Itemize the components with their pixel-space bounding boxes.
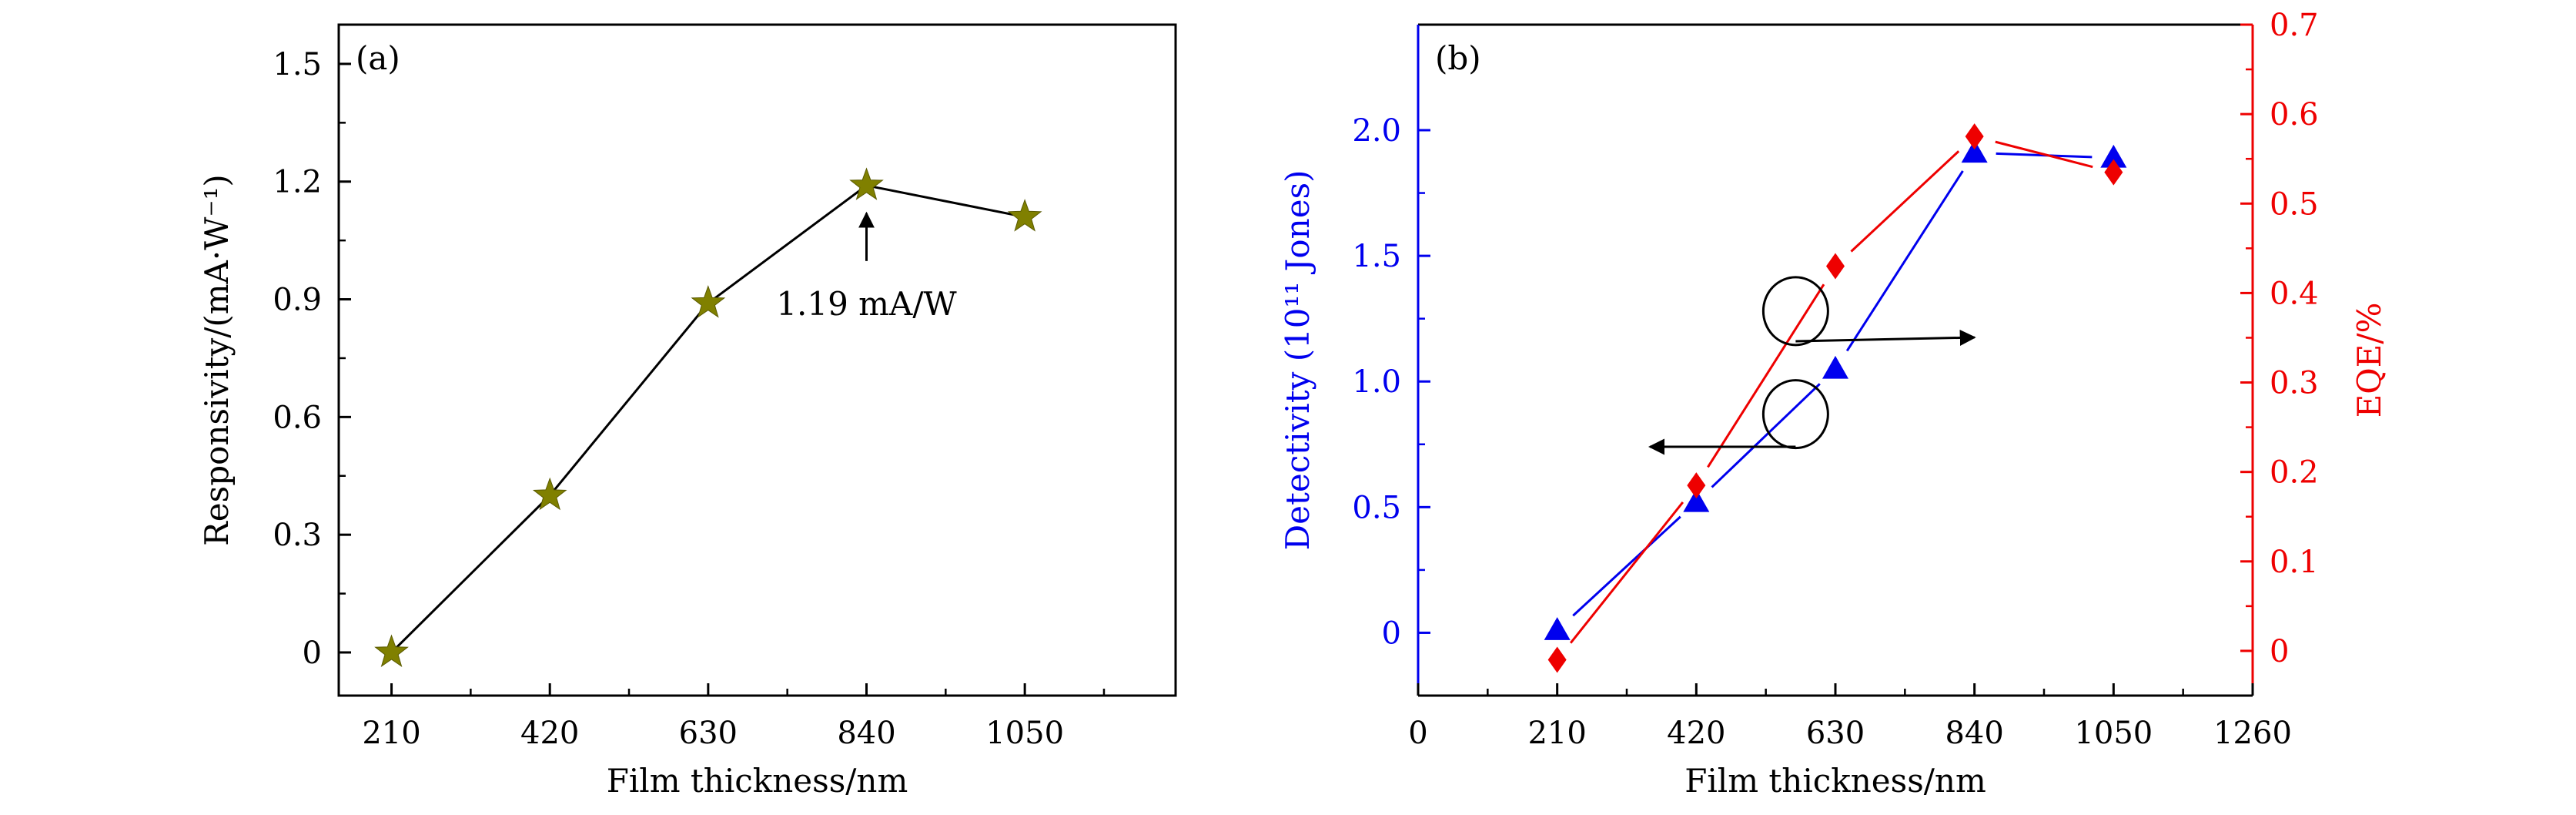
axis-indicator-circle <box>1761 276 1829 347</box>
y-tick-label-a: 0 <box>303 636 322 671</box>
y-tick-label-left-b: 0 <box>1382 615 1401 651</box>
x-tick-label-b: 420 <box>1667 716 1725 751</box>
detectivity-line <box>1711 383 1821 488</box>
eqe-line <box>1850 150 1960 253</box>
x-tick-label-a: 420 <box>520 716 579 751</box>
y-tick-label-a: 1.5 <box>273 47 322 82</box>
y-tick-label-left-b: 2.0 <box>1352 113 1401 149</box>
detectivity-line <box>1845 170 1964 352</box>
x-tick-label-a: 1050 <box>985 716 1064 751</box>
y-tick-label-right-b: 0.4 <box>2270 276 2319 311</box>
y-tick-label-left-b: 1.5 <box>1352 239 1401 274</box>
annotation-label: 1.19 mA/W <box>776 285 957 323</box>
responsivity-line <box>390 184 1025 654</box>
eqe-line <box>1995 140 2093 169</box>
y-tick-label-a: 0.9 <box>273 283 322 318</box>
detectivity-point <box>1961 139 1988 163</box>
x-tick-label-b: 1050 <box>2074 716 2153 751</box>
y-axis-title-left-b: Detectivity (10¹¹ Jones) <box>1279 169 1316 550</box>
x-tick-label-b: 210 <box>1527 716 1586 751</box>
y-tick-label-right-b: 0.5 <box>2270 186 2319 222</box>
y-tick-label-right-b: 0.3 <box>2270 366 2319 401</box>
responsivity-point <box>1007 199 1042 232</box>
y-tick-label-right-b: 0.7 <box>2270 8 2319 43</box>
responsivity-point <box>849 167 884 200</box>
y-tick-label-a: 1.2 <box>273 165 322 200</box>
y-tick-label-right-b: 0.2 <box>2270 455 2319 491</box>
x-tick-label-b: 0 <box>1408 716 1427 751</box>
panel-label-b: (b) <box>1435 39 1481 77</box>
x-tick-label-a: 630 <box>679 716 738 751</box>
panel-label-a: (a) <box>356 39 400 77</box>
x-tick-label-b: 840 <box>1945 716 2003 751</box>
x-tick-label-a: 210 <box>362 716 420 751</box>
responsivity-point <box>374 634 409 668</box>
responsivity-point <box>532 477 567 511</box>
eqe-line <box>1707 283 1825 468</box>
eqe-point <box>1826 253 1845 280</box>
axis-indicator-arrow <box>1795 329 1976 346</box>
y-tick-label-left-b: 0.5 <box>1352 490 1401 525</box>
detectivity-point <box>1683 488 1710 512</box>
responsivity-point <box>691 285 726 318</box>
panel-b: 0 210 420 630 840 1050 1260 0 0.5 1.0 1.5 2.0 0 0.1 0.… <box>1279 8 2388 800</box>
eqe-point <box>1547 646 1567 673</box>
axis-indicator-circle <box>1761 379 1829 450</box>
panel-a-frame <box>337 23 1177 697</box>
detectivity-point <box>1822 355 1848 379</box>
y-tick-label-right-b: 0 <box>2270 634 2289 669</box>
x-tick-label-a: 840 <box>837 716 895 751</box>
panel-a: 210 420 630 840 1050 0 0.3 0.6 0.9 1.2 1.5 Film thi… <box>198 23 1177 800</box>
detectivity-line <box>1572 515 1681 617</box>
y-tick-label-right-b: 0.1 <box>2270 545 2319 580</box>
y-tick-label-right-b: 0.6 <box>2270 97 2319 132</box>
y-axis-title-right-b: EQE/% <box>2350 303 2388 418</box>
eqe-line <box>1569 501 1684 644</box>
x-axis-title-a: Film thickness/nm <box>607 762 908 800</box>
y-tick-label-a: 0.6 <box>273 400 322 435</box>
y-axis-title-a: Responsivity/(mA·W⁻¹) <box>198 174 236 546</box>
y-tick-label-left-b: 1.0 <box>1352 364 1401 400</box>
eqe-point <box>1965 123 1984 150</box>
y-tick-label-a: 0.3 <box>273 518 322 553</box>
x-tick-label-b: 630 <box>1806 716 1865 751</box>
x-tick-label-b: 1260 <box>2213 716 2292 751</box>
eqe-point <box>2104 159 2123 186</box>
eqe-point <box>1687 472 1706 499</box>
detectivity-point <box>2100 144 2127 168</box>
x-axis-title-b: Film thickness/nm <box>1684 762 1986 800</box>
detectivity-point <box>1544 617 1571 640</box>
